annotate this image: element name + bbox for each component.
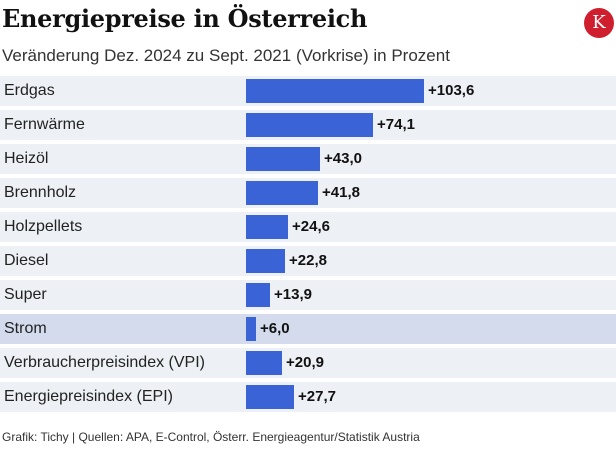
category-label: Erdgas bbox=[4, 82, 55, 99]
category-label: Holzpellets bbox=[4, 218, 83, 235]
chart-subtitle: Veränderung Dez. 2024 zu Sept. 2021 (Vor… bbox=[2, 46, 450, 65]
bar bbox=[246, 113, 373, 137]
value-label: +41,8 bbox=[322, 184, 360, 201]
category-label: Super bbox=[4, 286, 47, 303]
category-label: Energiepreisindex (EPI) bbox=[4, 388, 173, 405]
value-label: +13,9 bbox=[274, 286, 312, 303]
bar-row: Energiepreisindex (EPI) +27,7 bbox=[0, 382, 616, 412]
category-label: Fernwärme bbox=[4, 116, 85, 133]
bar bbox=[246, 79, 424, 103]
category-label: Strom bbox=[4, 320, 47, 337]
bar-row: Holzpellets +24,6 bbox=[0, 212, 616, 242]
bar-row: Strom +6,0 bbox=[0, 314, 616, 344]
category-label: Brennholz bbox=[4, 184, 77, 201]
value-label: +24,6 bbox=[292, 218, 330, 235]
value-label: +22,8 bbox=[289, 252, 327, 269]
bar bbox=[246, 249, 285, 273]
bar bbox=[246, 351, 282, 375]
value-label: +6,0 bbox=[260, 320, 290, 337]
chart-title: Energiepreise in Österreich bbox=[2, 4, 368, 33]
bar-row: Super +13,9 bbox=[0, 280, 616, 310]
category-label: Heizöl bbox=[4, 150, 49, 167]
bar bbox=[246, 215, 288, 239]
bar-row: Heizöl +43,0 bbox=[0, 144, 616, 174]
bar bbox=[246, 317, 256, 341]
bar-chart: Erdgas +103,6 Fernwärme +74,1 Heizöl +43,0 Bre… bbox=[0, 76, 616, 416]
bar-row: Erdgas +103,6 bbox=[0, 76, 616, 106]
value-label: +74,1 bbox=[377, 116, 415, 133]
bar-row: Diesel +22,8 bbox=[0, 246, 616, 276]
bar-row: Fernwärme +74,1 bbox=[0, 110, 616, 140]
bar-row: Brennholz +41,8 bbox=[0, 178, 616, 208]
category-label: Verbraucherpreisindex (VPI) bbox=[4, 354, 205, 371]
category-label: Diesel bbox=[4, 252, 49, 269]
bar bbox=[246, 181, 318, 205]
value-label: +103,6 bbox=[428, 82, 475, 99]
publisher-logo: K bbox=[584, 8, 614, 38]
value-label: +27,7 bbox=[298, 388, 336, 405]
value-label: +20,9 bbox=[286, 354, 324, 371]
bar bbox=[246, 283, 270, 307]
bar bbox=[246, 385, 294, 409]
bar bbox=[246, 147, 320, 171]
bar-row: Verbraucherpreisindex (VPI) +20,9 bbox=[0, 348, 616, 378]
value-label: +43,0 bbox=[324, 150, 362, 167]
source-note: Grafik: Tichy | Quellen: APA, E-Control,… bbox=[2, 430, 420, 444]
